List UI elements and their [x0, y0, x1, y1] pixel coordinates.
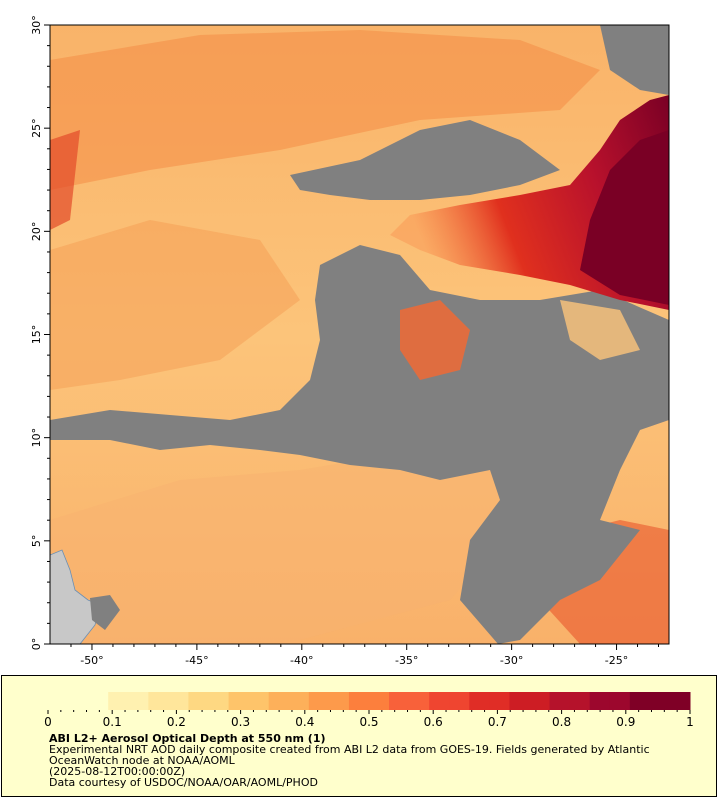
latitude-axis: 30° 25° 20° 15° 10° 5° 0° [30, 15, 50, 650]
lat-tick-label: 5° [30, 535, 43, 548]
legend-text: ABI L2+ Aerosol Optical Depth at 550 nm … [49, 733, 709, 788]
colorbar-swatch [409, 692, 430, 710]
lon-tick-label: -30° [500, 654, 523, 667]
colorbar-tick-label: 0 [44, 715, 52, 729]
lat-tick-label: 0° [30, 638, 43, 651]
nodata-northeast [600, 25, 669, 95]
colorbar-swatch [108, 692, 129, 710]
aod-field [50, 25, 669, 644]
colorbar-swatch [268, 692, 290, 710]
colorbar-tick-label: 0.7 [488, 715, 507, 729]
colorbar-swatch [228, 692, 250, 710]
colorbar-swatch [348, 692, 370, 710]
colorbar-swatch [328, 692, 350, 710]
legend-description-cont: OceanWatch node at NOAA/AOML [49, 754, 235, 767]
colorbar-swatch [569, 692, 591, 710]
lat-tick-label: 20° [30, 222, 43, 242]
nodata-central [50, 245, 669, 644]
aod-patch-westedge [50, 130, 80, 230]
colorbar: 0 0.1 0.2 0.3 0.4 0.5 0.6 0.7 0.8 0.9 1 [44, 692, 694, 729]
colorbar-swatch [68, 692, 89, 710]
aod-streak-north [50, 30, 600, 190]
colorbar-tick-label: 0.5 [359, 715, 378, 729]
colorbar-swatch [48, 692, 69, 710]
colorbar-swatch [529, 692, 551, 710]
aod-patch-central [400, 300, 470, 380]
lon-tick-label: -35° [395, 654, 418, 667]
nodata-north-band [290, 120, 560, 200]
colorbar-tick-label: 0.1 [103, 715, 122, 729]
legend-description: Experimental NRT AOD daily composite cre… [49, 743, 650, 756]
aod-streak-west [50, 220, 300, 390]
colorbar-swatch [549, 692, 571, 710]
colorbar-swatch [389, 692, 410, 710]
colorbar-swatch [288, 692, 310, 710]
colorbar-swatch [609, 692, 631, 710]
lon-tick-label: -25° [605, 654, 628, 667]
colorbar-tick-label: 0.3 [231, 715, 250, 729]
legend-credit: Data courtesy of USDOC/NOAA/OAR/AOML/PHO… [49, 776, 318, 789]
colorbar-tick-label: 0.9 [616, 715, 635, 729]
colorbar-swatch [449, 692, 470, 710]
lon-tick-label: -40° [290, 654, 313, 667]
aod-patch-east [560, 300, 640, 360]
colorbar-tick-label: 0.8 [552, 715, 571, 729]
legend-panel: 0 0.1 0.2 0.3 0.4 0.5 0.6 0.7 0.8 0.9 1 ABI L2+ Ae… [1, 675, 717, 797]
colorbar-swatch [489, 692, 510, 710]
colorbar-tick-label: 0.2 [167, 715, 186, 729]
colorbar-swatch [248, 692, 270, 710]
lat-tick-label: 30° [30, 15, 43, 35]
lat-tick-label: 10° [30, 428, 43, 448]
colorbar-swatch [509, 692, 530, 710]
colorbar-swatch [148, 692, 169, 710]
colorbar-swatch [308, 692, 330, 710]
colorbar-swatch [369, 692, 390, 710]
legend-title: ABI L2+ Aerosol Optical Depth at 550 nm … [49, 732, 326, 745]
colorbar-swatch [669, 692, 691, 710]
longitude-axis: -50° -45° -40° -35° -30° -25° [70, 644, 660, 667]
map-figure: -50° -45° -40° -35° -30° -25° 30° 25° 20° 15° 10°… [30, 15, 670, 667]
colorbar-swatch [429, 692, 450, 710]
colorbar-tick-label: 1 [686, 715, 694, 729]
lat-tick-label: 15° [30, 325, 43, 345]
colorbar-swatches [48, 692, 691, 710]
colorbar-tick-label: 0.6 [424, 715, 443, 729]
colorbar-swatch [589, 692, 611, 710]
legend-date: (2025-08-12T00:00:00Z) [49, 765, 186, 778]
colorbar-swatch [88, 692, 109, 710]
colorbar-swatch [469, 692, 490, 710]
colorbar-swatch [188, 692, 209, 710]
dust-plume-core [580, 130, 669, 305]
nodata-coast [90, 595, 120, 630]
colorbar-tick-label: 0.4 [295, 715, 314, 729]
aod-streak-south [50, 440, 520, 644]
colorbar-swatch [649, 692, 671, 710]
lon-tick-label: -50° [80, 654, 103, 667]
colorbar-swatch [208, 692, 230, 710]
colorbar-ticks: 0 0.1 0.2 0.3 0.4 0.5 0.6 0.7 0.8 0.9 1 [44, 710, 694, 729]
lat-tick-label: 25° [30, 118, 43, 138]
colorbar-swatch [629, 692, 651, 710]
colorbar-swatch [128, 692, 149, 710]
colorbar-swatch [168, 692, 189, 710]
lon-tick-label: -45° [185, 654, 208, 667]
